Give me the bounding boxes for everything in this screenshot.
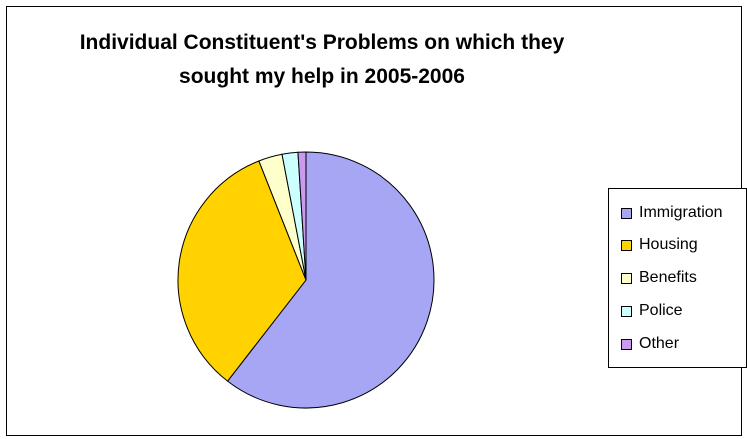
chart-title-line-2: sought my help in 2005-2006 bbox=[179, 65, 465, 88]
legend-label-other: Other bbox=[639, 335, 680, 352]
pie-slice-other bbox=[297, 151, 307, 281]
legend: Immigration Housing Benefits Police Othe… bbox=[608, 188, 747, 368]
pie-slice-immigration bbox=[226, 151, 435, 409]
legend-swatch-housing bbox=[621, 239, 632, 251]
legend-label-police: Police bbox=[639, 302, 683, 319]
legend-swatch-immigration bbox=[621, 207, 632, 219]
legend-swatch-other bbox=[621, 338, 632, 350]
legend-item-other: Other bbox=[621, 334, 679, 354]
legend-item-housing: Housing bbox=[621, 235, 698, 255]
chart-title-line-1: Individual Constituent's Problems on whi… bbox=[79, 31, 565, 54]
legend-swatch-police bbox=[621, 305, 632, 317]
pie-slices bbox=[177, 151, 435, 409]
pie-slice-housing bbox=[177, 160, 307, 382]
legend-swatch-benefits bbox=[621, 272, 632, 284]
legend-label-housing: Housing bbox=[639, 236, 698, 253]
chart-title: Individual Constituent's Problems on whi… bbox=[0, 26, 644, 94]
legend-item-benefits: Benefits bbox=[621, 268, 697, 288]
legend-item-police: Police bbox=[621, 301, 683, 321]
legend-label-immigration: Immigration bbox=[639, 204, 723, 221]
legend-label-benefits: Benefits bbox=[639, 269, 697, 286]
legend-item-immigration: Immigration bbox=[621, 203, 723, 223]
